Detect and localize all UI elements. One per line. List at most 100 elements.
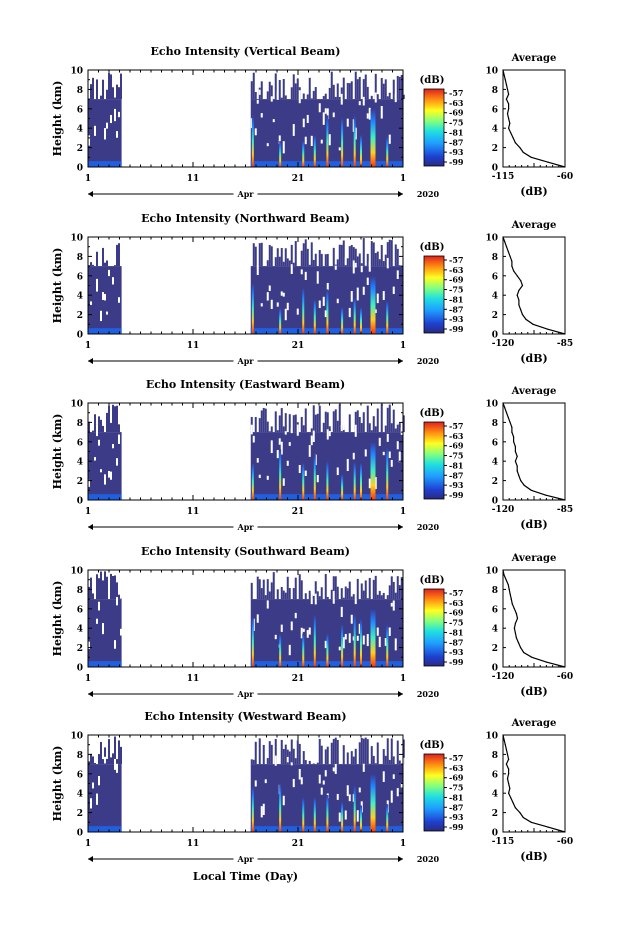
echo-column [388, 92, 391, 100]
colorbar-tick-label: -75 [449, 783, 463, 793]
echo-column [312, 405, 315, 433]
echo-gap [350, 291, 353, 302]
echo-gap [374, 477, 377, 490]
month-arrow-right [398, 856, 403, 862]
echo-gap [284, 308, 287, 321]
echo-column [382, 749, 385, 765]
echo-gap [278, 438, 281, 445]
profile-title: Average [511, 220, 557, 231]
year-label: 2020 [417, 522, 440, 532]
profile-point [508, 792, 510, 794]
echo-column [390, 576, 393, 600]
profile-y-tick-label: 8 [492, 586, 498, 596]
echo-gap [396, 441, 399, 450]
echo-gap [366, 634, 369, 647]
profile-point [507, 583, 509, 586]
echo-gap [298, 90, 301, 104]
echo-gap [342, 637, 345, 649]
y-tick-label: 2 [77, 644, 83, 654]
profile-point [525, 318, 527, 321]
echo-gap [300, 269, 303, 275]
echo-column [288, 751, 291, 765]
panel-title: Echo Intensity (Eastward Beam) [146, 378, 345, 391]
panel-title: Echo Intensity (Southward Beam) [141, 545, 350, 558]
echo-column [324, 93, 327, 100]
echo-column [104, 262, 106, 267]
echo-gap [116, 597, 118, 606]
echo-spike [360, 307, 362, 334]
profile-point [514, 450, 517, 453]
year-label: 2020 [417, 689, 440, 699]
echo-column [262, 407, 265, 433]
colorbar-tick-label: -69 [449, 108, 464, 118]
profile-point [508, 127, 510, 129]
echo-gap [288, 644, 291, 656]
month-arrow-right [398, 524, 403, 530]
echo-spike [313, 614, 316, 667]
echo-ground-layer [88, 328, 122, 334]
profile-point [514, 632, 517, 634]
profile-point [505, 246, 508, 248]
echo-gap [306, 630, 309, 638]
month-label: Apr [236, 854, 254, 864]
echo-gap [346, 118, 349, 127]
echo-gap [348, 633, 351, 643]
profile-point [514, 622, 517, 624]
x-tick-label: 21 [292, 507, 305, 517]
echo-column [114, 575, 116, 600]
colorbar-tick-label: -99 [449, 324, 464, 334]
x-tick-label: 1 [85, 674, 91, 684]
echo-column [400, 74, 403, 100]
echo-gap [324, 310, 327, 318]
echo-column [356, 578, 359, 600]
echo-gap [96, 278, 98, 292]
echo-gap [116, 458, 118, 466]
profile-point [509, 787, 511, 789]
echo-gap [338, 812, 341, 822]
colorbar-tick-label: -81 [449, 294, 463, 304]
echo-column [384, 425, 387, 433]
echo-column [92, 593, 94, 600]
echo-column [254, 741, 257, 765]
echo-spike [360, 805, 362, 832]
echo-column [284, 413, 287, 433]
profile-y-tick-label: 0 [492, 829, 498, 839]
echo-column [372, 242, 375, 267]
echo-column [388, 239, 391, 267]
echo-column [402, 415, 405, 433]
echo-gap [104, 128, 106, 140]
echo-column [102, 425, 104, 433]
echo-gap [300, 627, 303, 639]
echo-column [360, 583, 363, 600]
echo-gap [314, 593, 317, 605]
echo-column [254, 416, 257, 433]
profile-point [511, 603, 513, 605]
echo-gap [262, 803, 265, 815]
colorbar-tick-label: -87 [449, 137, 463, 147]
profile-point [518, 289, 520, 291]
y-tick-label: 0 [77, 164, 83, 174]
profile-title: Average [511, 386, 557, 397]
colorbar-tick-label: -87 [449, 304, 463, 314]
echo-column [318, 250, 321, 267]
echo-gap [326, 429, 329, 440]
echo-column [250, 582, 253, 600]
echo-gap [398, 451, 401, 463]
profile-x-tick-label: -120 [492, 672, 515, 682]
profile-point [502, 569, 504, 571]
echo-gap [324, 770, 327, 777]
profile-point [502, 69, 504, 71]
profile-x-label: (dB) [520, 518, 547, 531]
echo-column [390, 738, 393, 765]
x-tick-label: 11 [187, 507, 200, 517]
colorbar-tick-label: -69 [449, 275, 464, 285]
echo-spike [251, 114, 254, 167]
echo-gap [282, 795, 285, 806]
echo-gap [308, 445, 311, 457]
month-label-bg [233, 853, 258, 865]
echo-gap [388, 627, 391, 636]
echo-gap [258, 474, 261, 478]
echo-gap [318, 103, 321, 113]
echo-gap [252, 435, 255, 443]
echo-column [318, 596, 321, 600]
